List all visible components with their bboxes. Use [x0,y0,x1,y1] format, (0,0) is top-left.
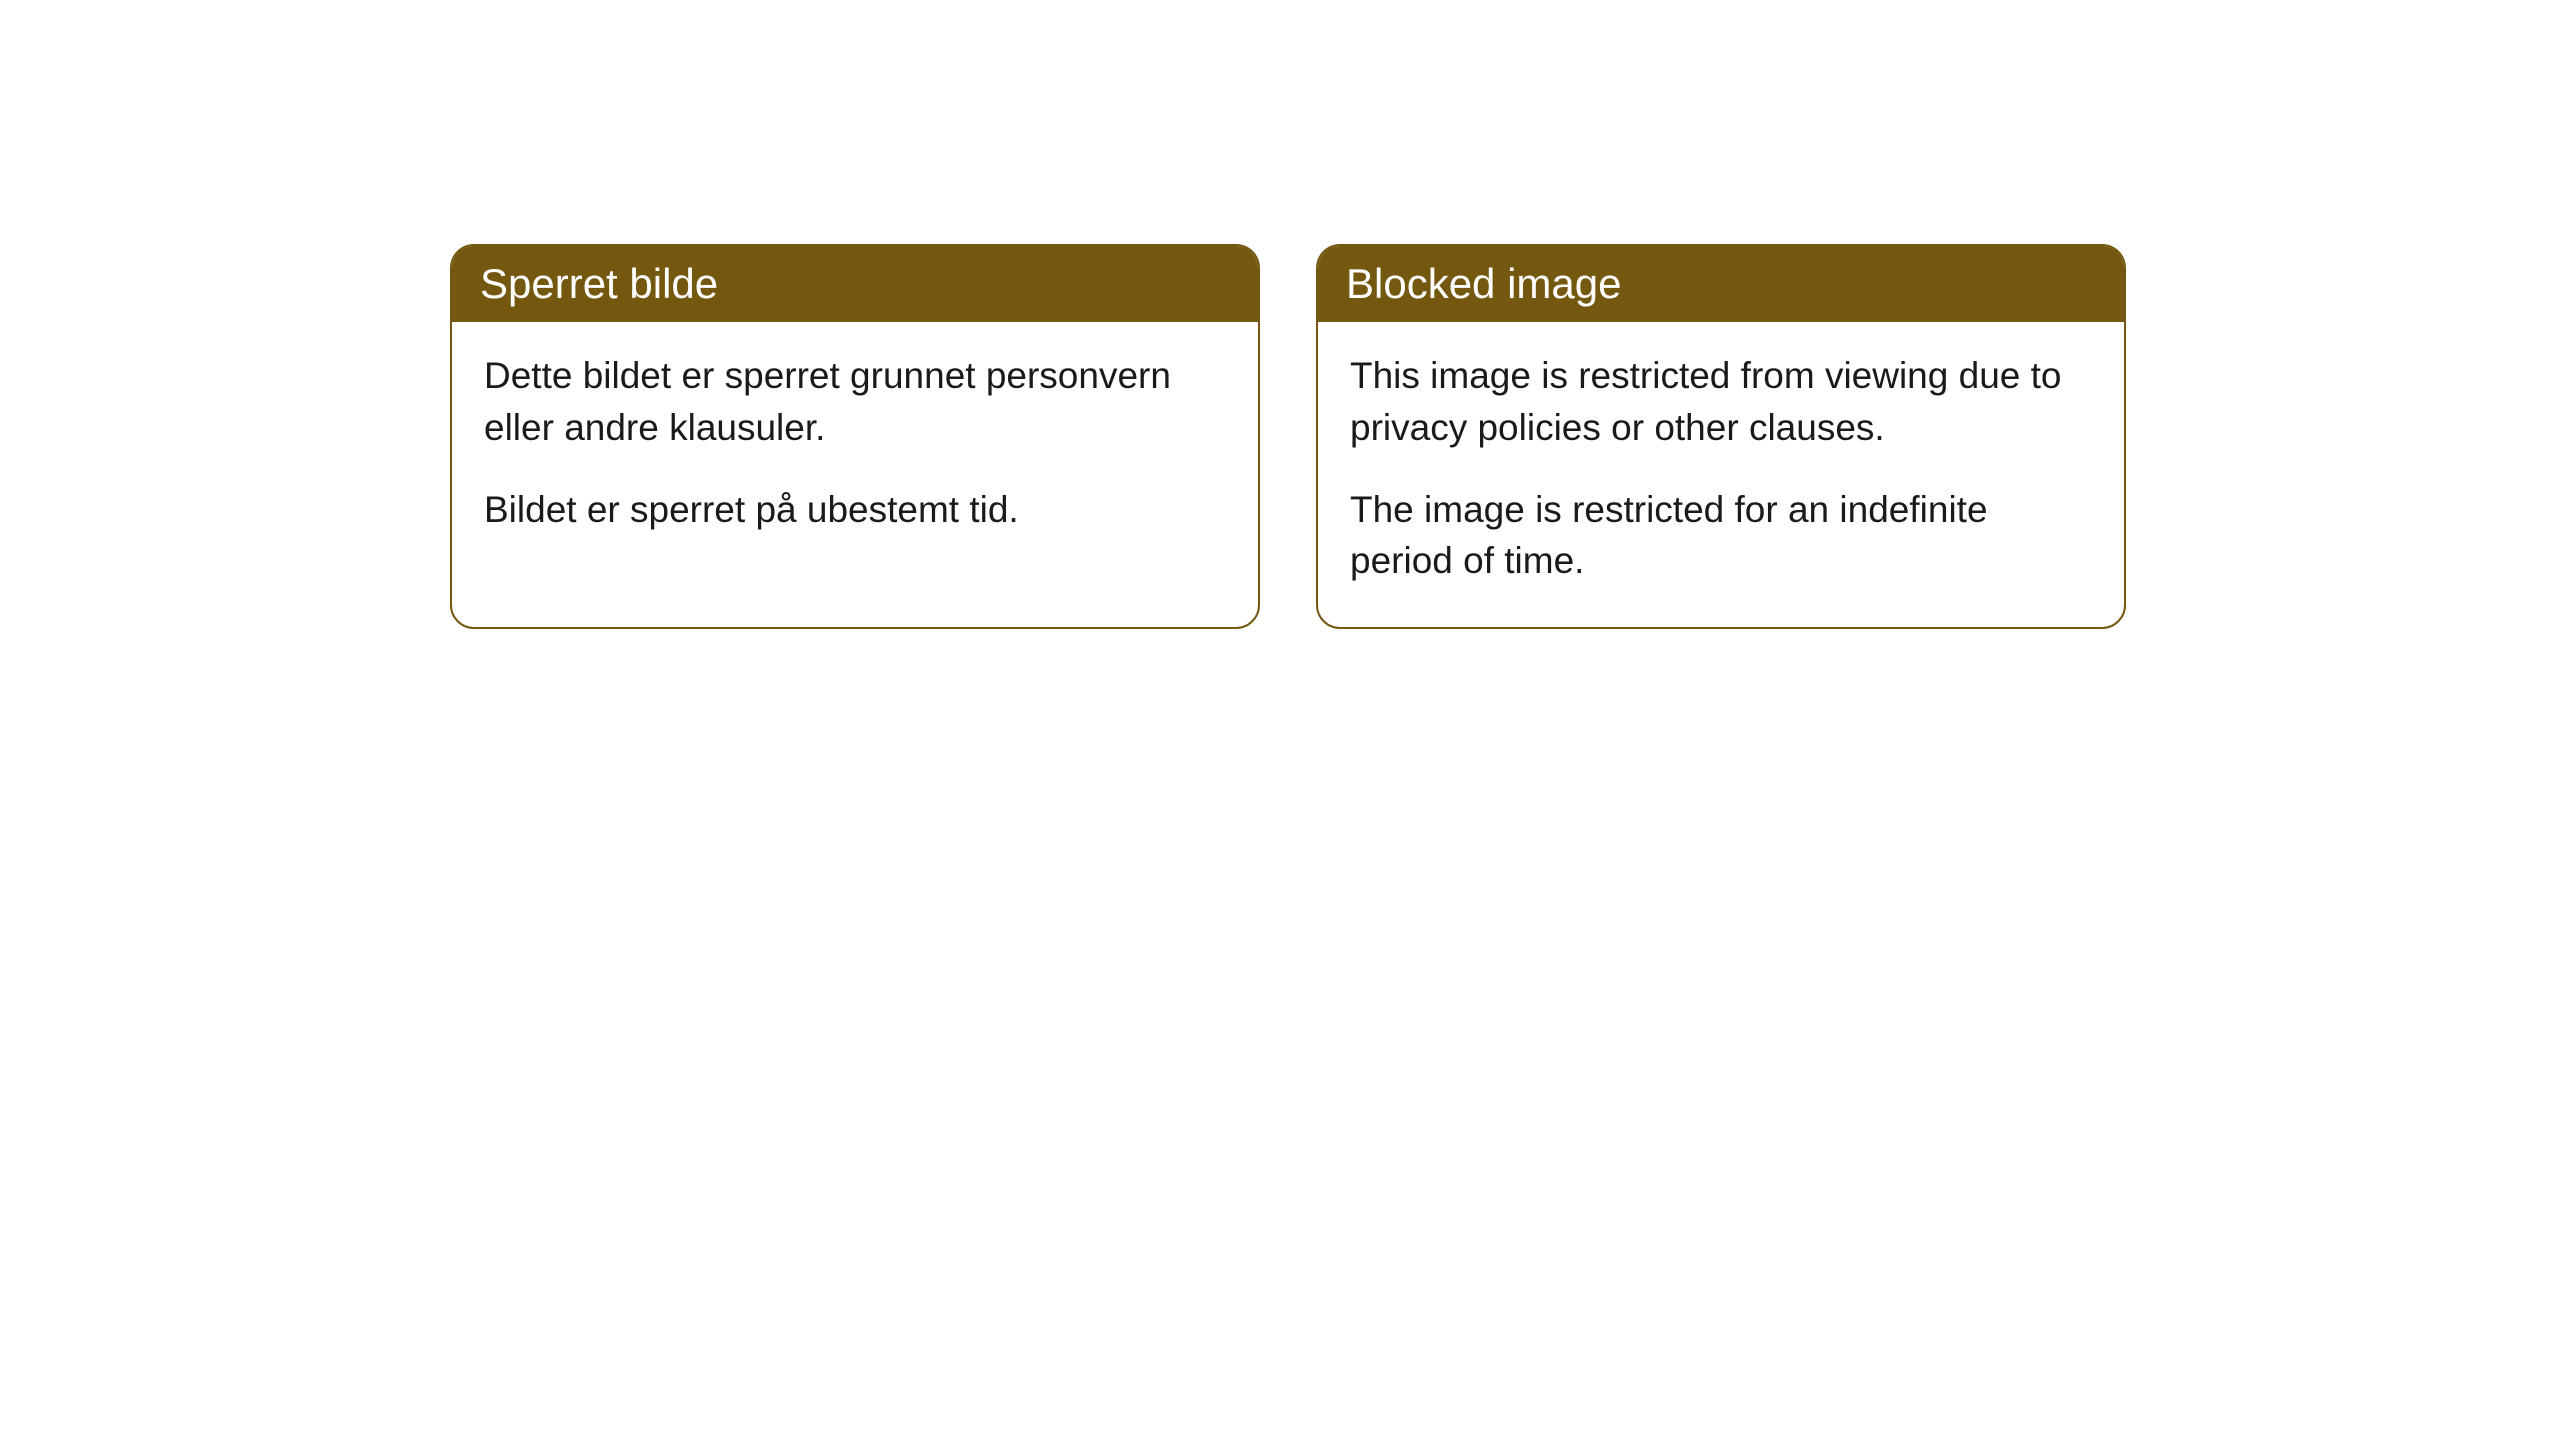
card-paragraph-english-1: This image is restricted from viewing du… [1350,350,2092,454]
card-norwegian: Sperret bilde Dette bildet er sperret gr… [450,244,1260,629]
cards-container: Sperret bilde Dette bildet er sperret gr… [0,0,2560,629]
card-header-norwegian: Sperret bilde [452,246,1258,322]
card-title-english: Blocked image [1346,260,1621,307]
card-paragraph-norwegian-1: Dette bildet er sperret grunnet personve… [484,350,1226,454]
card-english: Blocked image This image is restricted f… [1316,244,2126,629]
card-body-english: This image is restricted from viewing du… [1318,322,2124,627]
card-header-english: Blocked image [1318,246,2124,322]
card-paragraph-norwegian-2: Bildet er sperret på ubestemt tid. [484,484,1226,536]
card-title-norwegian: Sperret bilde [480,260,718,307]
card-paragraph-english-2: The image is restricted for an indefinit… [1350,484,2092,588]
card-body-norwegian: Dette bildet er sperret grunnet personve… [452,322,1258,575]
